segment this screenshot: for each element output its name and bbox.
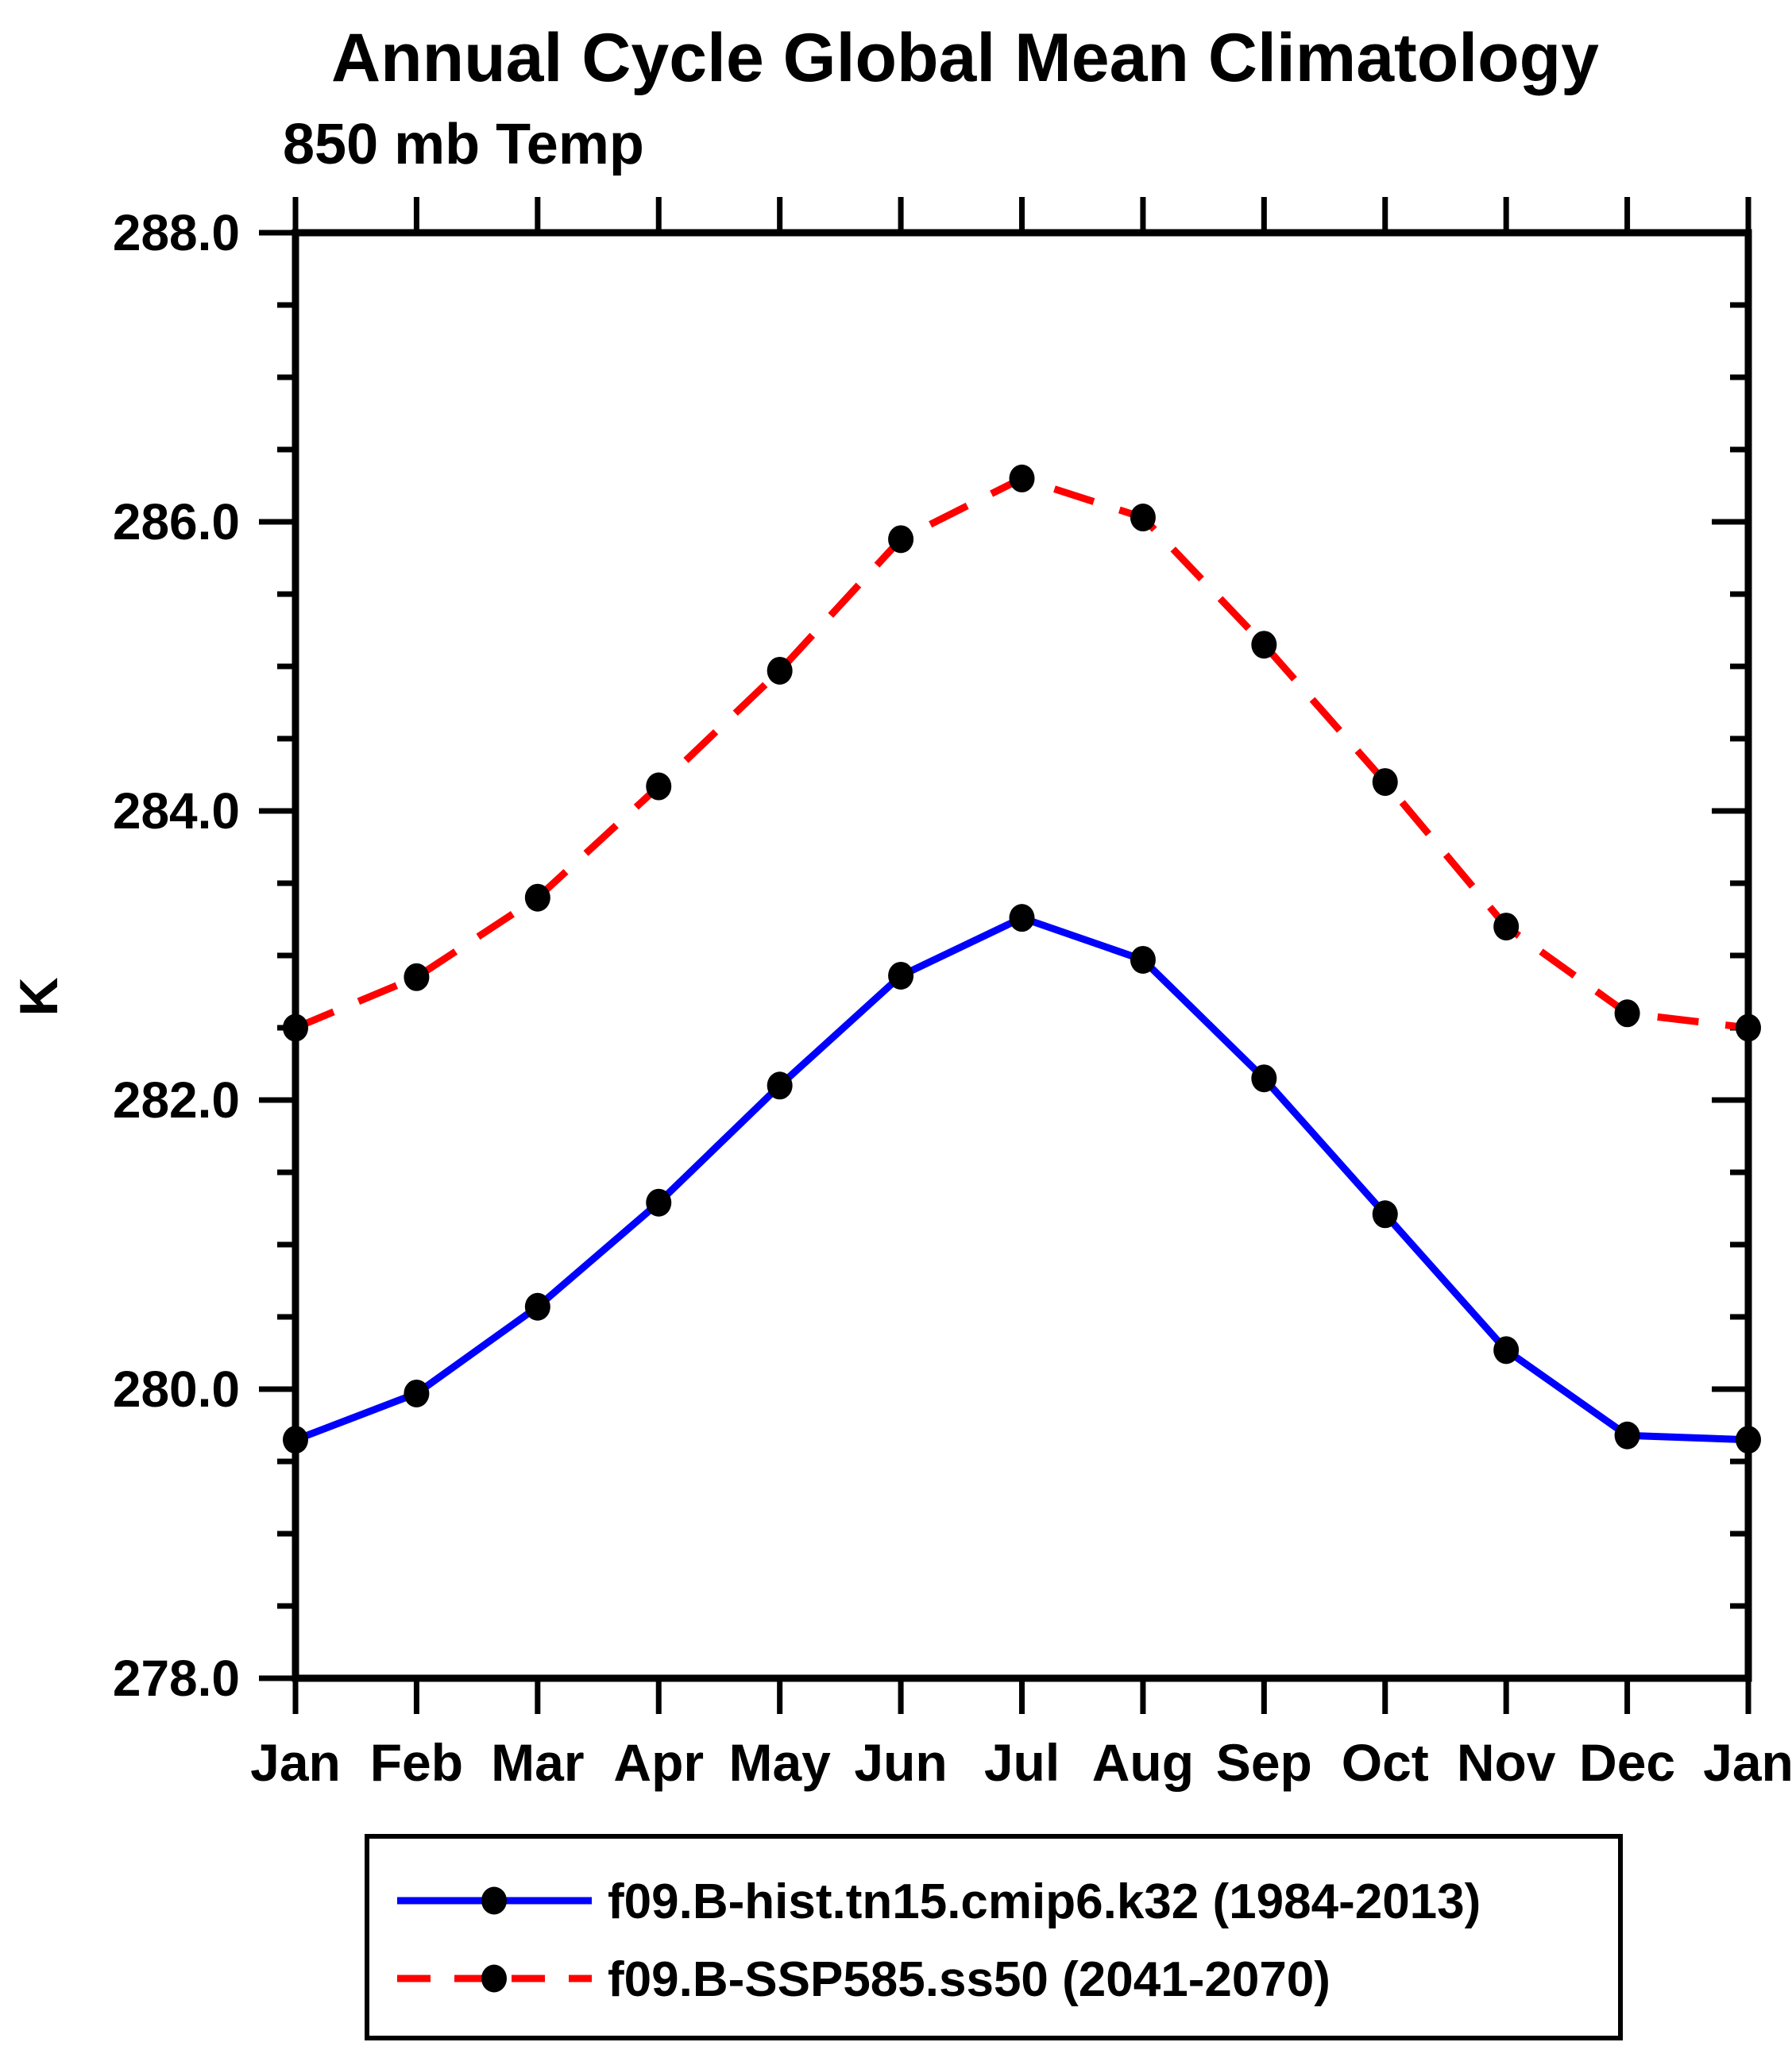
y-tick-label: 278.0 [113, 1650, 240, 1707]
month-label: Apr [613, 1733, 704, 1792]
y-axis-label: K [9, 977, 69, 1016]
month-label: Nov [1457, 1733, 1556, 1792]
month-label: Aug [1092, 1733, 1194, 1792]
legend-entry-ssp585: f09.B-SSP585.ss50 (2041-2070) [397, 1952, 1330, 2007]
data-point-dot [1493, 913, 1520, 941]
data-point-dot [1009, 904, 1035, 932]
y-tick-label: 286.0 [113, 493, 240, 550]
data-point-dot [1130, 504, 1156, 532]
data-point-dot [888, 525, 914, 554]
series-line-hist [294, 913, 1749, 1444]
data-point-dot [1251, 631, 1277, 659]
month-label: Mar [491, 1733, 584, 1792]
data-point-dot [1009, 464, 1035, 492]
series-line-ssp585 [294, 474, 1749, 1032]
y-tick-label: 284.0 [113, 782, 240, 840]
data-point-dot [1493, 1336, 1520, 1365]
data-point-markers [283, 464, 1761, 1454]
data-point-dot [1251, 1064, 1277, 1093]
data-series [294, 474, 1749, 1444]
data-point-dot [1614, 1421, 1640, 1450]
legend-entry-hist: f09.B-hist.tn15.cmip6.k32 (1984-2013) [397, 1874, 1481, 1929]
legend-label-ssp585: f09.B-SSP585.ss50 (2041-2070) [608, 1952, 1330, 2007]
legend-border [365, 1834, 1623, 2040]
data-point-dot [524, 1292, 550, 1321]
y-tick-label: 282.0 [113, 1071, 240, 1129]
legend-marker-dot [481, 1964, 507, 1993]
data-point-dot [767, 1071, 793, 1100]
y-tick-label: 280.0 [113, 1361, 240, 1418]
plot-frame [292, 229, 1752, 1682]
y-axis-ticks [259, 230, 1748, 1681]
month-label: Oct [1342, 1733, 1429, 1792]
month-label: Jan [250, 1733, 341, 1792]
month-label: Jul [984, 1733, 1060, 1792]
y-tick-label: 288.0 [113, 204, 240, 261]
data-point-dot [646, 772, 672, 801]
month-label: Sep [1216, 1733, 1312, 1792]
data-point-dot [767, 656, 793, 685]
chart-subtitle: 850 mb Temp [283, 113, 644, 176]
month-label: Jan [1703, 1733, 1792, 1792]
month-label: Dec [1579, 1733, 1675, 1792]
chart-title: Annual Cycle Global Mean Climatology [331, 20, 1599, 96]
data-point-dot [404, 1379, 430, 1407]
month-label: May [728, 1733, 831, 1792]
month-label: Feb [370, 1733, 463, 1792]
data-point-dot [524, 883, 550, 912]
data-point-dot [1614, 999, 1640, 1028]
x-axis-ticks [292, 197, 1751, 1714]
legend-label-hist: f09.B-hist.tn15.cmip6.k32 (1984-2013) [608, 1874, 1481, 1929]
legend-box: f09.B-hist.tn15.cmip6.k32 (1984-2013) f0… [365, 1834, 1623, 2040]
data-point-dot [1372, 1200, 1398, 1229]
legend-marker-dot [481, 1886, 507, 1915]
month-label: Jun [854, 1733, 947, 1792]
y-axis-tick-labels: 278.0 280.0 282.0 284.0 286.0 288.0 [113, 204, 240, 1707]
data-point-dot [404, 963, 430, 991]
data-point-dot [646, 1188, 672, 1217]
data-point-dot [888, 961, 914, 990]
x-axis-month-labels: Jan Feb Mar Apr May Jun Jul Aug Sep Oct Nov Dec Jan [250, 1733, 1792, 1792]
data-point-dot [1130, 945, 1156, 974]
data-point-dot [1372, 768, 1398, 797]
